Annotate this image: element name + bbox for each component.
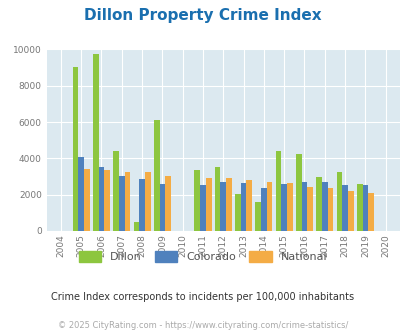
Bar <box>295 154 301 231</box>
Text: Dillon Property Crime Index: Dillon Property Crime Index <box>84 8 321 23</box>
Bar <box>286 183 292 231</box>
Bar <box>145 172 150 231</box>
Bar <box>165 176 171 231</box>
Bar <box>119 176 124 231</box>
Bar <box>246 180 252 231</box>
Bar <box>301 182 307 231</box>
Bar <box>315 178 321 231</box>
Bar <box>307 186 312 231</box>
Bar <box>336 172 341 231</box>
Bar <box>275 151 281 231</box>
Bar <box>124 172 130 231</box>
Bar <box>321 182 327 231</box>
Bar <box>341 184 347 231</box>
Bar <box>234 194 240 231</box>
Bar <box>214 167 220 231</box>
Text: Crime Index corresponds to incidents per 100,000 inhabitants: Crime Index corresponds to incidents per… <box>51 292 354 302</box>
Bar <box>347 191 353 231</box>
Bar <box>260 188 266 231</box>
Bar <box>139 179 145 231</box>
Bar <box>240 183 246 231</box>
Bar <box>220 182 226 231</box>
Bar <box>205 178 211 231</box>
Bar <box>84 169 90 231</box>
Bar <box>200 185 205 231</box>
Bar <box>104 170 110 231</box>
Bar <box>367 193 373 231</box>
Bar <box>226 178 231 231</box>
Bar <box>255 202 260 231</box>
Bar <box>362 185 367 231</box>
Bar <box>356 184 362 231</box>
Bar <box>194 170 200 231</box>
Bar <box>93 54 98 231</box>
Legend: Dillon, Colorado, National: Dillon, Colorado, National <box>74 247 331 267</box>
Bar <box>98 167 104 231</box>
Bar <box>78 156 84 231</box>
Bar <box>281 184 286 231</box>
Bar <box>266 182 272 231</box>
Bar <box>153 120 159 231</box>
Bar <box>133 222 139 231</box>
Bar <box>327 188 333 231</box>
Bar <box>72 67 78 231</box>
Bar <box>113 151 119 231</box>
Text: © 2025 CityRating.com - https://www.cityrating.com/crime-statistics/: © 2025 CityRating.com - https://www.city… <box>58 321 347 330</box>
Bar <box>159 184 165 231</box>
